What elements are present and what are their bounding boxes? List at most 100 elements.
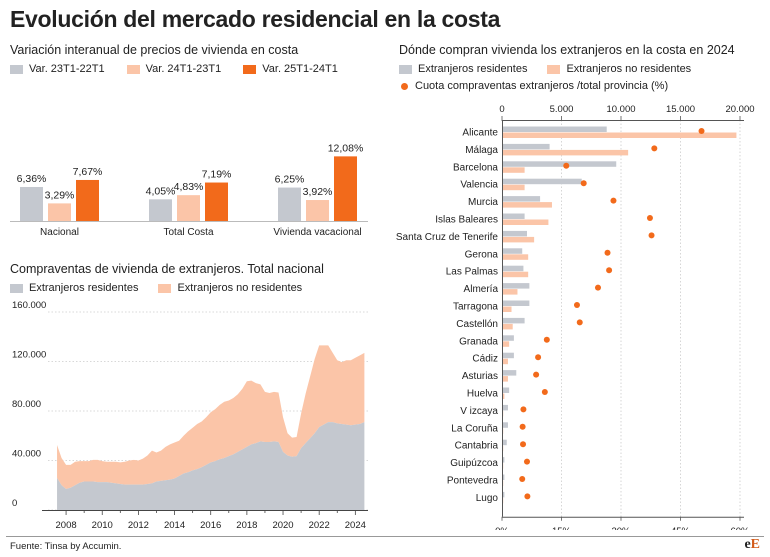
province-top-tick-label: 0 [499,104,504,115]
area-x-tick-label: 2020 [272,520,293,531]
province-label: Murcia [468,197,498,208]
legend-swatch-gray [399,64,412,74]
province-share-dot [523,458,530,465]
legend-swatch-peach [126,64,140,74]
price-bar [149,199,172,221]
legend-item-cuota: Cuota compraventas extranjeros /total pr… [415,80,669,92]
source-note: Fuente: Tinsa by Accumin. [10,541,122,552]
province-share-dot [651,145,658,152]
area-x-tick-label: 2008 [56,520,77,531]
province-bar-residentes [503,196,541,202]
logo-e: e [744,537,751,552]
price-category-label: Total Costa [163,227,213,238]
province-label: Pontevedra [447,476,499,487]
province-label: Valencia [460,180,498,191]
province-label: Gerona [465,249,499,260]
province-bar-residentes [503,143,550,150]
price-bar-label: 12,08% [328,142,364,154]
price-bar [20,186,43,221]
province-label: Málaga [465,145,498,156]
province-bar-residentes [503,439,507,446]
price-bar-label: 6,25% [275,174,305,186]
province-share-dot [646,215,653,221]
province-top-tick-label: 20.000 [725,104,754,115]
province-label: Cantabria [455,441,499,452]
price-bar [177,195,200,221]
province-label: Granada [459,336,498,347]
price-chart-title: Variación interanual de precios de vivie… [10,43,299,57]
price-bar [334,156,357,221]
province-bar-residentes [503,213,525,219]
area-x-tick-label: 2012 [128,520,149,531]
province-legend-row2: Cuota compraventas extranjeros /total pr… [401,80,668,92]
province-top-tick-label: 5.000 [550,104,574,115]
area-x-tick-label: 2024 [345,520,366,531]
province-share-dot [519,423,526,430]
province-bar-no-residentes [503,323,513,330]
province-share-dot [606,267,613,274]
area-y-tick-label: 160.000 [12,300,46,311]
province-bar-residentes [503,248,523,254]
province-share-dot [541,389,548,395]
province-bar-no-residentes [503,219,549,225]
legend-item-3: Var. 25T1-24T1 [262,63,338,75]
province-legend-row1: Extranjeros residentes Extranjeros no re… [399,63,691,75]
page-title: Evolución del mercado residencial en la … [10,6,501,32]
price-bar-label: 4,05% [146,185,176,197]
price-category-label: Vivienda vacacional [273,227,361,238]
legend-swatch-peach [547,64,561,74]
area-chart: 0 40.000 80.000 120.000 160.000 2008 2010 2012 2… [12,300,368,531]
area-x-tick-label: 2018 [236,520,257,531]
area-x-tick-label: 2022 [309,520,330,531]
province-bar-residentes [503,335,514,341]
province-label: Almería [464,284,499,295]
legend-swatch-gray [10,283,23,293]
province-bar-no-residentes [503,254,529,260]
province-label: Guipúzcoa [450,458,498,469]
province-bar-no-residentes [503,184,525,191]
price-bar [76,179,99,221]
province-label: Castellón [456,319,498,330]
province-share-dot [573,302,580,308]
province-bar-residentes [503,352,514,359]
province-share-dot [533,371,540,378]
province-bar-no-residentes [503,167,525,173]
province-chart: 0 5.000 10.000 15.000 20.000 0% 15% 30% 45% 60% Al… [396,104,755,530]
price-bar-label: 6,36% [17,173,47,185]
legend-item-no-residentes: Extranjeros no residentes [566,63,692,75]
province-share-dot [524,493,531,500]
publisher-logo: eE [744,537,760,553]
province-bar-no-residentes [503,132,737,138]
province-bar-residentes [503,457,505,463]
price-category-label: Nacional [40,227,79,238]
area-series-residentes [57,422,365,510]
province-bar-residentes [503,161,617,167]
province-bar-no-residentes [503,202,552,208]
legend-item-residentes: Extranjeros residentes [29,282,139,294]
province-share-dot [580,180,587,187]
area-y-tick-label: 120.000 [12,350,46,361]
province-label: Cádiz [472,354,498,365]
legend-swatch-orange [243,64,257,74]
price-bar-label: 3,92% [303,186,333,198]
province-label: Islas Baleares [435,215,498,226]
province-bar-residentes [503,422,508,428]
legend-item-residentes: Extranjeros residentes [418,63,528,75]
province-bottom-tick-label: 0% [495,526,509,530]
province-bottom-tick-label: 15% [552,526,572,530]
province-bar-residentes [503,283,530,289]
province-bar-residentes [503,300,530,306]
legend-item-no-residentes: Extranjeros no residentes [177,282,303,294]
province-share-dot [698,128,705,134]
province-bar-no-residentes [503,306,512,312]
area-x-tick-label: 2010 [92,520,113,531]
province-bar-no-residentes [503,149,629,156]
province-label: Asturias [462,371,498,382]
area-chart-title: Compraventas de vivienda de extranjeros.… [10,262,324,276]
province-share-dot [520,441,527,448]
province-share-dot [576,319,583,326]
price-bar [278,187,301,221]
province-label: La Coruña [451,423,498,434]
province-bar-residentes [503,317,525,324]
province-label: Huelva [467,389,499,400]
